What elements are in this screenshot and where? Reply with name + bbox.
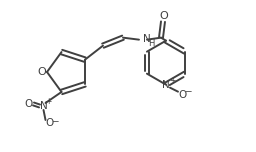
Text: O: O — [159, 11, 168, 21]
Text: +: + — [169, 76, 175, 85]
Text: O: O — [24, 99, 33, 109]
Text: N: N — [40, 101, 47, 111]
Text: N: N — [143, 34, 151, 44]
Text: −: − — [51, 116, 58, 125]
Text: +: + — [45, 97, 52, 106]
Text: O: O — [38, 67, 46, 77]
Text: O: O — [45, 118, 54, 128]
Text: H: H — [148, 39, 154, 48]
Text: −: − — [184, 86, 192, 95]
Text: O: O — [179, 90, 187, 100]
Text: N: N — [162, 80, 170, 90]
